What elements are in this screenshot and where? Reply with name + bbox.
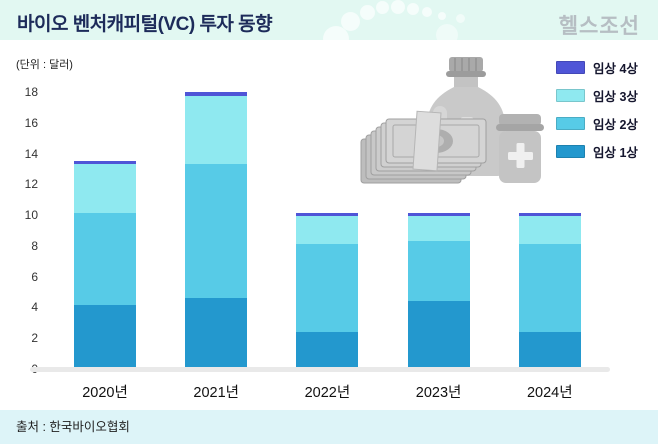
bubble-decoration (323, 26, 349, 52)
bubble-decoration (341, 12, 360, 31)
y-tick-label: 2 (31, 331, 38, 346)
legend-label: 임상 3상 (593, 90, 638, 104)
legend-item: 임상 3상 (556, 86, 638, 105)
bubble-decoration (376, 1, 389, 14)
y-tick-label: 8 (31, 238, 38, 253)
source-text: 출처 : 한국바이오협회 (16, 420, 130, 434)
bubble-decoration (391, 0, 405, 14)
y-tick-label: 16 (24, 115, 38, 130)
bar-segment (296, 331, 359, 370)
money-medicine-illustration (360, 57, 544, 184)
bar-segment (296, 243, 359, 332)
y-tick-label: 18 (24, 85, 38, 99)
bar-segment (296, 216, 359, 244)
footer-band (0, 410, 658, 444)
legend-item: 임상 4상 (556, 58, 638, 77)
stacked-bar (74, 160, 136, 370)
bar-segment (185, 91, 248, 97)
bubble-decoration (422, 7, 432, 17)
legend-item: 임상 1상 (556, 142, 638, 161)
legend-label: 임상 4상 (593, 62, 638, 76)
bar-segment (518, 213, 581, 217)
y-tick-label: 10 (24, 208, 38, 223)
bar-segment (185, 297, 248, 370)
helschosun-logo: 헬스조선 (558, 15, 640, 38)
bubble-decoration (407, 3, 419, 15)
x-axis-baseline (30, 367, 610, 372)
x-axis-label: 2023년 (415, 385, 462, 401)
y-tick-label: 6 (31, 269, 38, 284)
bar-segment (185, 163, 248, 298)
bar-segment (185, 96, 248, 164)
bar-segment (407, 300, 470, 370)
money-stack (360, 110, 487, 184)
legend-label: 임상 1상 (593, 146, 638, 160)
bubble-decoration (456, 14, 465, 23)
x-axis-label: 2022년 (304, 385, 351, 401)
bar-segment (407, 216, 470, 241)
y-tick-label: 12 (24, 177, 38, 192)
bar-segment (296, 213, 359, 217)
bar-segment (518, 243, 581, 332)
bar-segment (407, 213, 470, 217)
medicine-jar-small (496, 114, 544, 183)
bar-segment (407, 240, 470, 301)
legend-item: 임상 2상 (556, 114, 638, 133)
x-axis-label: 2020년 (82, 385, 128, 401)
bar-segment (74, 160, 136, 164)
bar-segment (518, 216, 581, 244)
stacked-bar (407, 213, 470, 370)
legend-label: 임상 2상 (593, 118, 638, 132)
bar-segment (518, 331, 581, 370)
bubble-decoration (436, 24, 458, 46)
bar-segment (74, 163, 136, 214)
x-axis-label: 2024년 (526, 385, 573, 401)
unit-label: (단위 : 달러) (16, 59, 73, 71)
stacked-bar (518, 213, 581, 370)
y-tick-label: 14 (24, 146, 38, 161)
legend-swatch (556, 145, 585, 158)
legend-swatch (556, 61, 585, 74)
y-tick-label: 4 (31, 300, 38, 315)
legend-swatch (556, 89, 585, 102)
bubble-decoration (438, 12, 446, 20)
stacked-bar (185, 91, 248, 370)
page-title: 바이오 벤처캐피털(VC) 투자 동향 (17, 14, 273, 35)
header-band (0, 0, 658, 52)
x-axis-label: 2021년 (193, 385, 239, 401)
stacked-bar (296, 213, 359, 370)
bar-segment (74, 213, 136, 306)
bubble-decoration (360, 5, 375, 20)
bar-segment (74, 305, 136, 370)
legend-swatch (556, 117, 585, 130)
